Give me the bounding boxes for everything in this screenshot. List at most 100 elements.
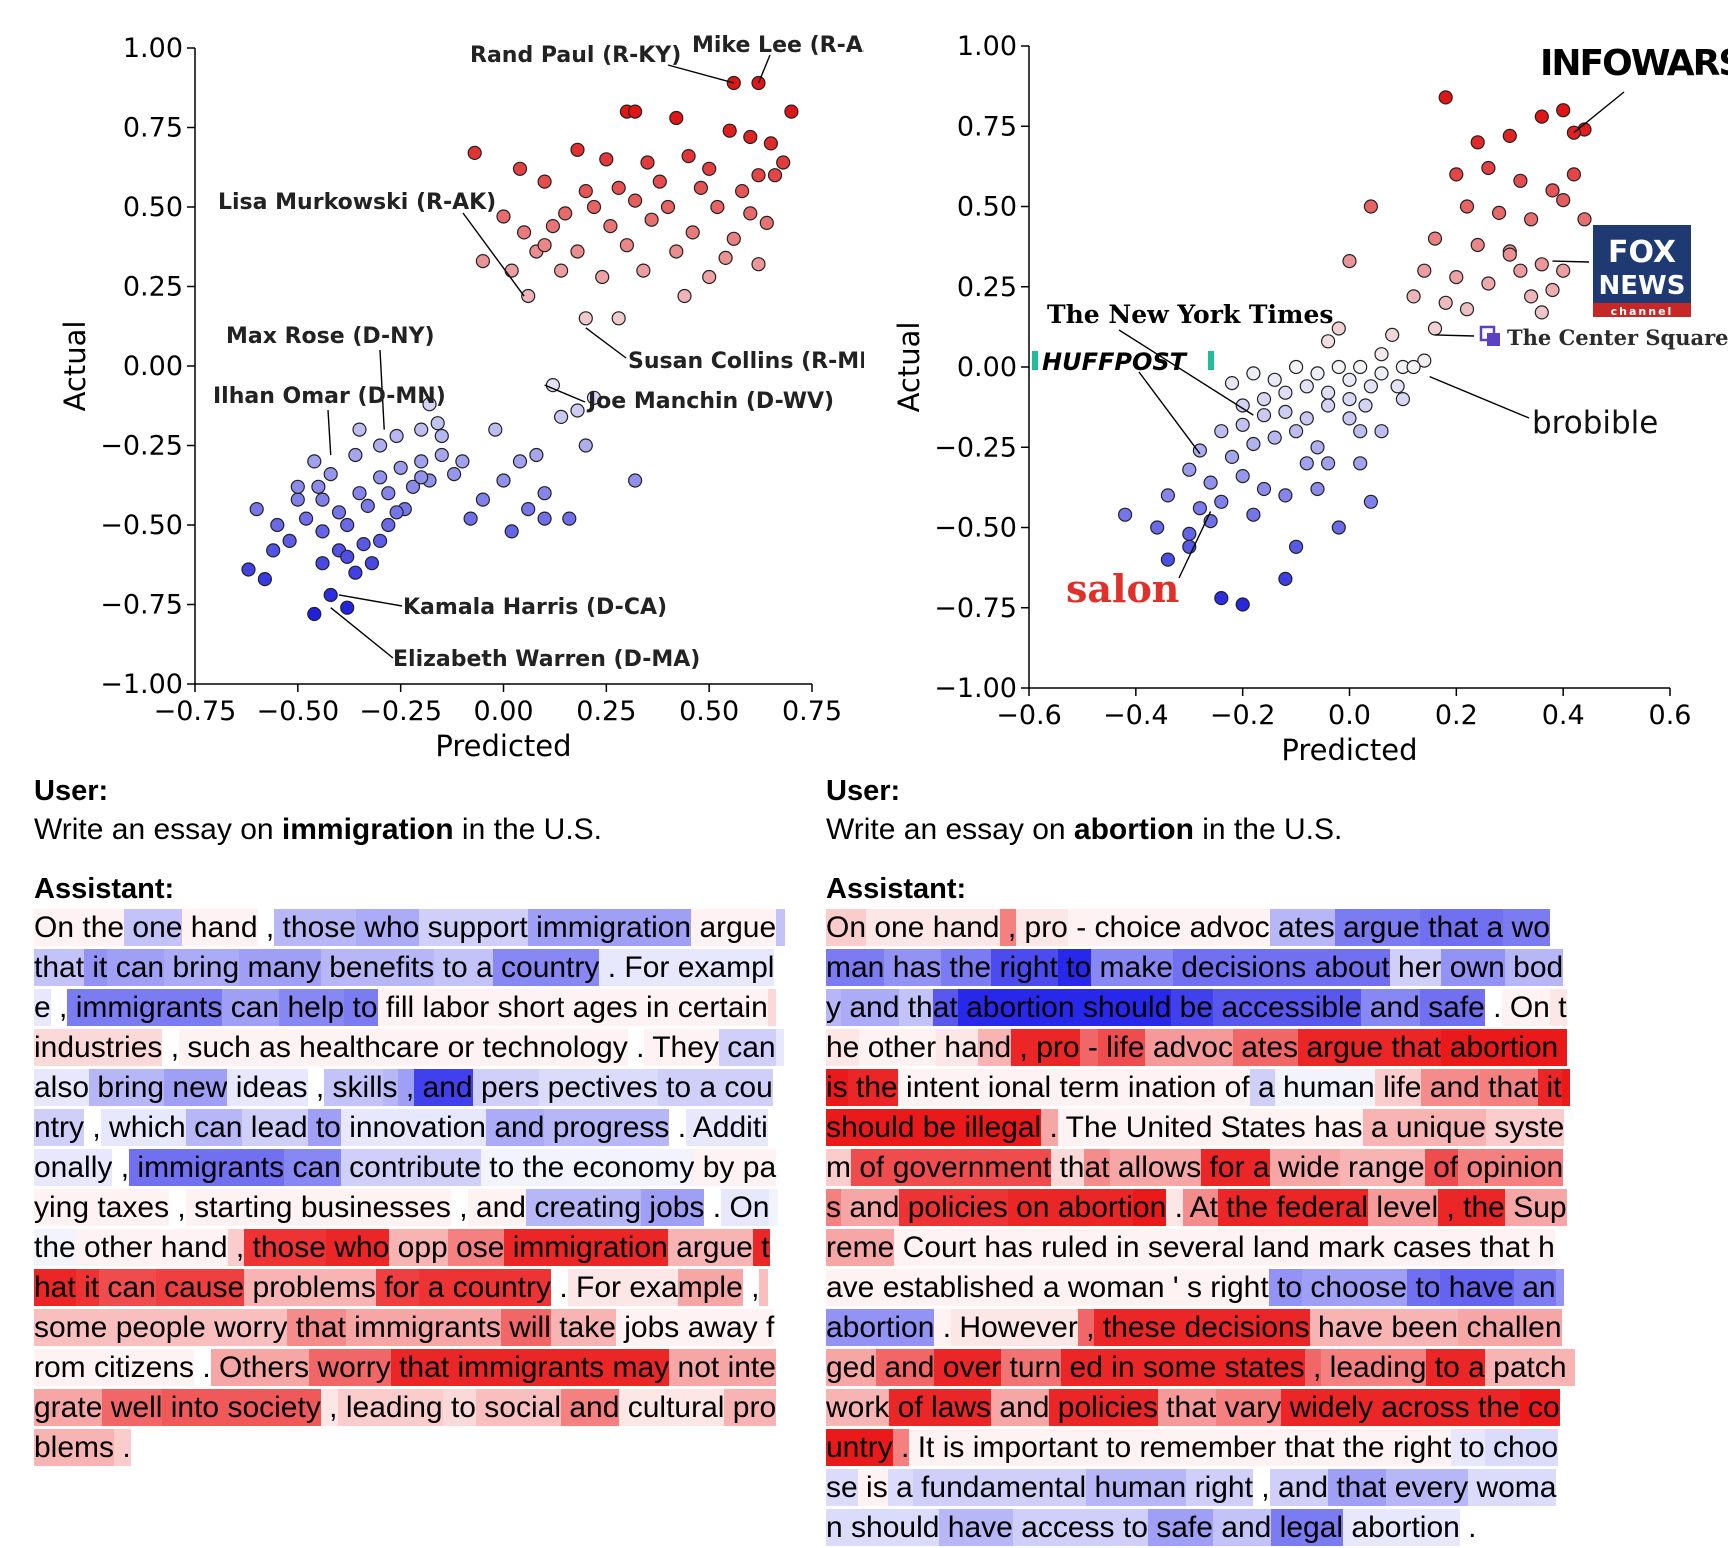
data-point bbox=[389, 428, 404, 444]
data-point bbox=[307, 606, 322, 622]
data-point bbox=[475, 492, 490, 507]
token: can bbox=[718, 1029, 776, 1066]
token: a bbox=[1034, 1269, 1060, 1306]
token: , bbox=[742, 1269, 760, 1306]
data-point bbox=[311, 479, 326, 494]
token: At bbox=[1182, 1189, 1218, 1226]
assistant-role-label: Assistant: bbox=[826, 873, 967, 905]
y-tick-label: 0.00 bbox=[957, 352, 1017, 383]
token: to bbox=[1114, 1509, 1148, 1546]
data-point bbox=[537, 486, 552, 501]
token: take bbox=[550, 1309, 616, 1346]
token: leading bbox=[1321, 1349, 1427, 1386]
brobible-logo-text: brobible bbox=[1532, 405, 1658, 441]
annotation-leader-line bbox=[757, 54, 771, 84]
data-point bbox=[1256, 408, 1272, 423]
data-point bbox=[751, 168, 766, 183]
data-point bbox=[718, 250, 733, 265]
x-tick-label: 0.6 bbox=[1649, 700, 1692, 731]
token: , bbox=[112, 1149, 130, 1186]
data-point bbox=[545, 219, 561, 234]
token: be bbox=[1171, 989, 1213, 1026]
data-point bbox=[1224, 376, 1240, 391]
data-point bbox=[570, 142, 585, 157]
data-point bbox=[249, 502, 264, 517]
token: immigr bbox=[449, 1349, 548, 1386]
token: On bbox=[721, 1189, 770, 1226]
data-point bbox=[1449, 167, 1464, 182]
data-point bbox=[1358, 398, 1373, 413]
data-point bbox=[1363, 494, 1378, 509]
data-point bbox=[422, 397, 437, 412]
token: into bbox=[162, 1389, 220, 1426]
prompt-text-before: Write an essay on bbox=[34, 813, 282, 846]
prompt-topic: abortion bbox=[1073, 813, 1194, 846]
token: a bbox=[1478, 909, 1504, 946]
token: problems bbox=[244, 1269, 376, 1306]
token: can bbox=[107, 949, 165, 986]
token: that bbox=[1479, 1069, 1539, 1106]
token: immigration bbox=[504, 1229, 668, 1266]
token: it bbox=[75, 1269, 100, 1306]
token: - bbox=[1079, 1029, 1098, 1066]
data-point bbox=[1321, 385, 1336, 400]
token: woman bbox=[1059, 1269, 1165, 1306]
data-point bbox=[1513, 263, 1528, 278]
fox-news-logo-line1: FOX bbox=[1608, 235, 1676, 270]
token: policies bbox=[899, 1189, 1008, 1226]
token: s bbox=[1178, 1269, 1202, 1306]
data-point bbox=[356, 536, 371, 552]
token: own bbox=[1441, 949, 1505, 986]
data-point bbox=[627, 104, 643, 119]
annotation-leader-line bbox=[338, 594, 403, 607]
annotation-leader-line bbox=[379, 349, 385, 430]
token: land bbox=[1244, 1229, 1310, 1266]
y-tick-label: 0.25 bbox=[957, 272, 1017, 303]
token: it bbox=[1538, 1069, 1562, 1106]
token: exa bbox=[621, 1269, 678, 1306]
token: For bbox=[616, 949, 670, 986]
token: argue bbox=[1334, 909, 1420, 946]
data-point bbox=[1289, 539, 1304, 554]
data-point bbox=[373, 470, 388, 485]
x-tick-label: −0.6 bbox=[996, 700, 1062, 731]
x-axis-title: Predicted bbox=[1281, 733, 1417, 767]
data-point bbox=[1449, 270, 1464, 285]
data-point bbox=[693, 180, 709, 195]
fox-news-logo: FOX NEWS channel bbox=[1593, 225, 1691, 318]
data-point bbox=[340, 517, 355, 533]
token: in bbox=[637, 989, 670, 1026]
token: Others bbox=[210, 1349, 310, 1386]
data-point bbox=[1342, 254, 1357, 269]
data-point bbox=[1545, 282, 1560, 298]
abortion-conversation-panel: User: Write an essay on abortion in the … bbox=[826, 772, 1576, 1548]
data-point bbox=[504, 524, 519, 539]
token: the bbox=[1469, 1389, 1520, 1426]
token: . bbox=[627, 1029, 645, 1066]
data-point bbox=[1353, 359, 1368, 375]
token: can bbox=[185, 1109, 243, 1146]
token: for bbox=[375, 1269, 420, 1306]
data-point bbox=[1438, 295, 1453, 310]
data-point bbox=[1278, 404, 1293, 419]
data-point bbox=[1256, 392, 1272, 407]
token: , bbox=[320, 1389, 338, 1426]
token: pro bbox=[1016, 909, 1068, 946]
data-point bbox=[537, 511, 552, 526]
token: patch bbox=[1484, 1349, 1567, 1386]
x-tick-label: −0.75 bbox=[154, 696, 237, 727]
token: technology bbox=[474, 1029, 628, 1066]
data-point bbox=[257, 571, 272, 587]
data-point bbox=[669, 244, 684, 259]
token: decisi bbox=[1176, 1309, 1262, 1346]
token: a bbox=[1244, 1149, 1270, 1186]
token: that bbox=[287, 1309, 346, 1346]
token: social bbox=[475, 1389, 562, 1426]
data-point bbox=[1246, 436, 1261, 452]
token: For bbox=[567, 1269, 622, 1306]
data-point bbox=[1235, 417, 1250, 432]
data-point bbox=[1214, 590, 1229, 606]
token: ons bbox=[1261, 1309, 1310, 1346]
token: a bbox=[1362, 1109, 1388, 1146]
assistant-response-heatmap: On one hand , pro - choice advoc ates ar… bbox=[826, 908, 1575, 1548]
